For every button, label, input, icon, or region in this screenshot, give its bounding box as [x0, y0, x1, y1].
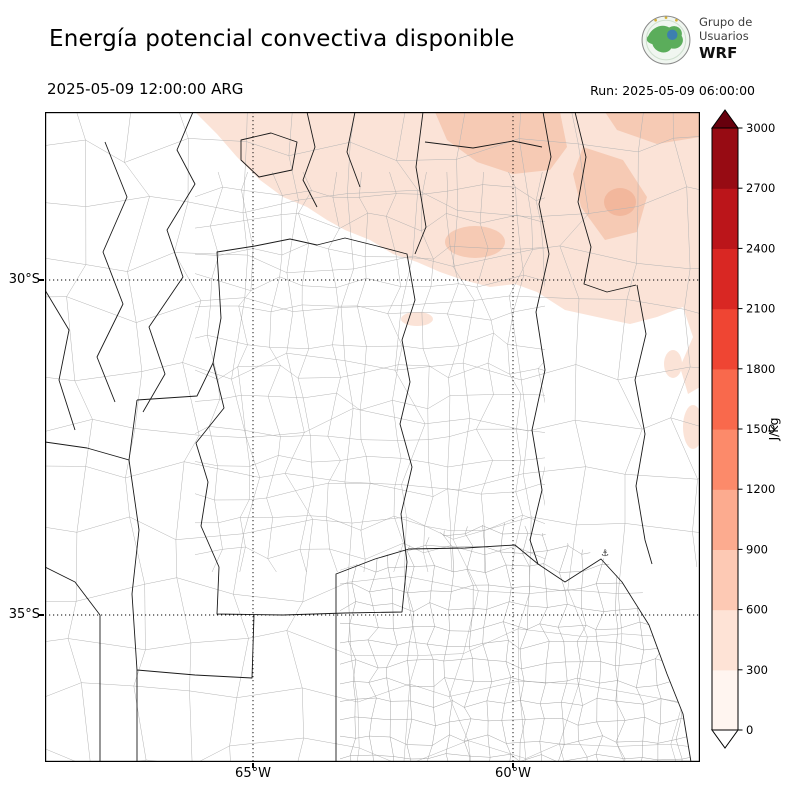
lat-label-35s: 35°S — [8, 607, 40, 622]
north-borders — [302, 111, 361, 208]
san-luis-border — [128, 362, 255, 679]
logo-line-wrf: WRF — [699, 43, 738, 62]
lat-tick-35s — [39, 614, 44, 616]
logo-text: Grupo de Usuarios WRF — [699, 15, 753, 62]
station-marker: ⚓ — [601, 549, 609, 559]
lon-tick-65w — [252, 763, 254, 768]
colorbar-unit-label: J/kg — [766, 417, 781, 441]
lon-label-65w: 65°W — [235, 766, 271, 781]
lon-tick-60w — [512, 763, 514, 768]
rio-de-la-plata-water — [638, 567, 700, 762]
colorbar-tick-label: 900 — [746, 542, 768, 556]
colorbar-segment — [712, 429, 738, 490]
colorbar-segment — [712, 188, 738, 249]
map-figure: ⚓ — [10, 77, 755, 800]
colorbar-under-cap — [711, 729, 739, 749]
tucuman-border — [240, 132, 298, 178]
colorbar-tick-label: 3000 — [746, 121, 775, 135]
province-borders-layer — [44, 111, 692, 763]
colorbar-tick-label: 1800 — [746, 362, 775, 376]
colorbar-canvas: 0 300 600 900 1200 1500 1800 2100 2400 2700 3000 J/… — [711, 109, 781, 749]
lat-label-30s: 30°S — [8, 272, 40, 287]
globe-icon — [641, 15, 691, 65]
colorbar-over-cap — [711, 109, 739, 129]
northwest-borders — [44, 111, 196, 461]
colorbar-tick-label: 300 — [746, 663, 768, 677]
map-canvas: ⚓ — [10, 77, 755, 800]
cape-shading-layer — [195, 112, 703, 449]
buenos-aires-border — [335, 544, 692, 763]
colorbar-segment — [712, 549, 738, 611]
page-title: Energía potencial convectiva disponible — [49, 26, 515, 52]
northeast-borders — [574, 111, 653, 565]
colorbar-segment — [712, 669, 738, 731]
run-time-label: Run: 2025-05-09 06:00:00 — [590, 83, 755, 98]
la-pampa-border — [44, 566, 138, 762]
valid-time-label: 2025-05-09 12:00:00 ARG — [47, 80, 244, 98]
wrf-users-logo: Grupo de Usuarios WRF — [640, 13, 752, 65]
colorbar-segment — [712, 489, 738, 550]
lat-tick-30s — [39, 279, 44, 281]
lon-label-60w: 60°W — [495, 766, 531, 781]
colorbar-tick-label: 0 — [746, 723, 753, 737]
logo-line-2: Usuarios — [699, 29, 749, 43]
colorbar-segment — [712, 248, 738, 310]
logo-line-1: Grupo de — [699, 15, 753, 30]
colorbar-segment — [712, 609, 738, 671]
colorbar-tick-label: 2400 — [746, 241, 775, 255]
colorbar-tick-label: 1200 — [746, 482, 775, 496]
colorbar: 0 300 600 900 1200 1500 1800 2100 2400 2700 3000 J/… — [710, 108, 800, 768]
map-border — [45, 112, 700, 762]
department-borders-medium — [195, 172, 545, 572]
colorbar-tick-label: 2100 — [746, 302, 775, 316]
colorbar-tick-label: 600 — [746, 603, 768, 617]
colorbar-tick-label: 1500 — [746, 422, 775, 436]
cordoba-border — [195, 237, 416, 616]
colorbar-segment — [712, 128, 738, 189]
santa-fe-border — [414, 111, 543, 255]
colorbar-tick-label: 2700 — [746, 181, 775, 195]
colorbar-segment — [712, 368, 738, 430]
colorbar-segment — [712, 308, 738, 370]
parana-river-border — [529, 111, 552, 565]
